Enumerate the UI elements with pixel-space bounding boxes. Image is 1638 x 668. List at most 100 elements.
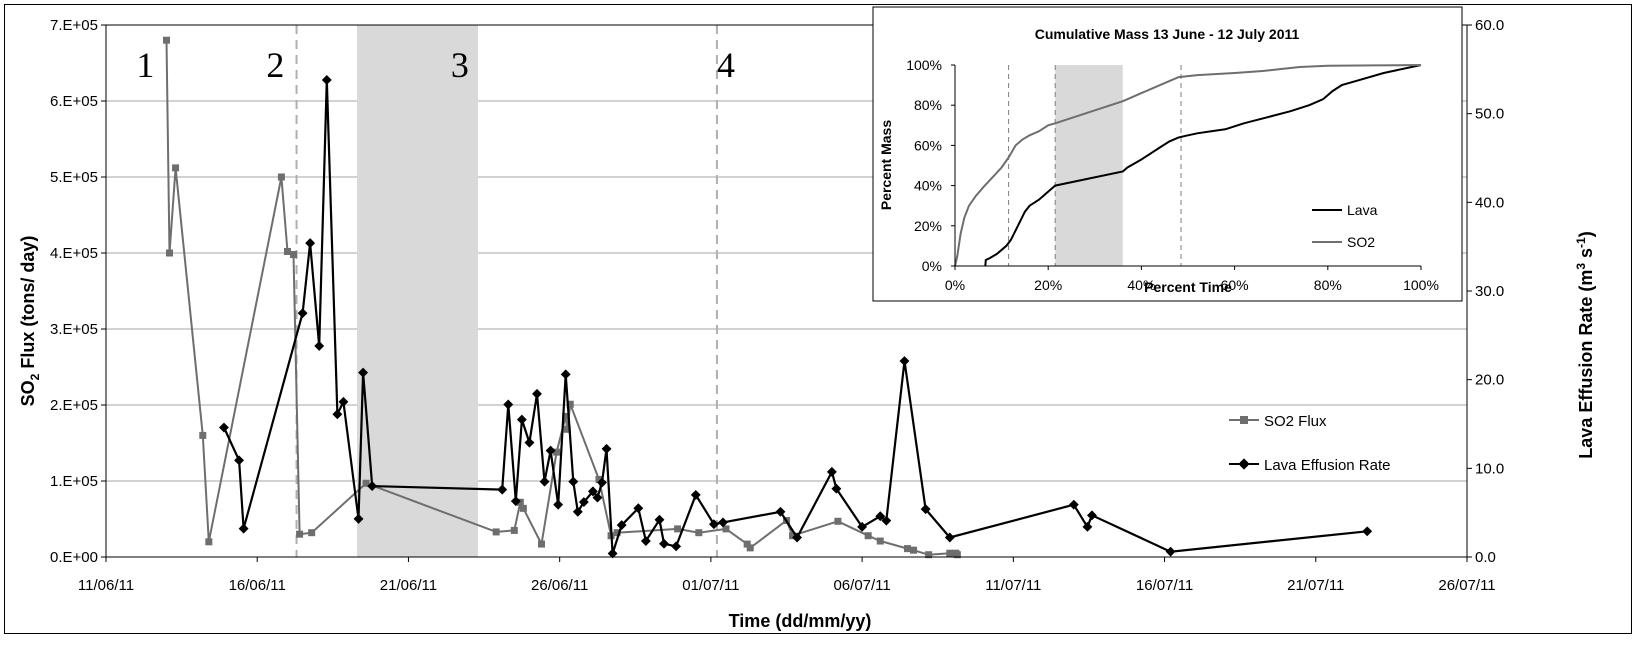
lava-data-point bbox=[792, 532, 803, 543]
lava-data-point bbox=[857, 521, 868, 532]
lava-data-point bbox=[497, 484, 508, 495]
so2-data-point bbox=[613, 529, 621, 537]
y-tick-label: 3.E+05 bbox=[50, 321, 98, 338]
lava-data-point bbox=[690, 489, 701, 500]
so2-data-point bbox=[695, 529, 703, 537]
inset-y-tick-label: 80% bbox=[914, 97, 942, 113]
lava-data-point bbox=[553, 499, 564, 510]
lava-data-point bbox=[601, 443, 612, 454]
x-axis-title: Time (dd/mm/yy) bbox=[729, 611, 872, 631]
inset-x-tick-label: 100% bbox=[1403, 277, 1439, 293]
lava-data-point bbox=[1087, 510, 1097, 521]
lava-data-point bbox=[238, 523, 249, 534]
y2-axis-title-sup1: 3 bbox=[1574, 263, 1588, 270]
y2-tick-label: 30.0 bbox=[1475, 283, 1504, 300]
so2-data-point bbox=[566, 400, 574, 408]
so2-data-point bbox=[553, 448, 561, 456]
lava-data-point bbox=[597, 477, 607, 488]
lava-data-point bbox=[607, 548, 618, 559]
so2-data-point bbox=[563, 425, 571, 433]
so2-data-point bbox=[519, 504, 527, 512]
lava-data-point bbox=[510, 496, 521, 507]
phase-label: 1 bbox=[136, 45, 154, 85]
so2-data-point bbox=[910, 546, 918, 554]
lava-data-point bbox=[297, 308, 308, 319]
chart-frame bbox=[4, 4, 1632, 634]
so2-data-point bbox=[746, 544, 754, 552]
main-series-layer bbox=[162, 36, 1373, 559]
lava-data-point bbox=[560, 369, 571, 380]
x-tick-label: 26/06/11 bbox=[531, 577, 588, 594]
phase-label: 2 bbox=[266, 45, 284, 85]
y-tick-label: 1.E+05 bbox=[50, 473, 98, 490]
inset-axes bbox=[951, 64, 1422, 270]
lava-data-point bbox=[568, 476, 579, 487]
so2-data-point bbox=[789, 532, 797, 540]
lava-data-point bbox=[640, 536, 651, 546]
inset-y-tick-label: 20% bbox=[914, 218, 942, 234]
lava-data-point bbox=[532, 388, 542, 399]
inset-legend: Lava SO2 bbox=[1312, 202, 1378, 250]
y2-axis-title-end: ) bbox=[1576, 231, 1596, 237]
phase-label: 4 bbox=[717, 45, 735, 85]
lava-data-point bbox=[234, 455, 245, 466]
y2-axis-title: Lava Effusion Rate (m3 s-1) bbox=[1574, 231, 1596, 458]
lava-data-point bbox=[881, 515, 892, 526]
x-tick-label: 21/06/11 bbox=[380, 577, 437, 594]
x-tick-label: 11/06/11 bbox=[78, 577, 134, 594]
inset-x-axis-title: Percent Time bbox=[1144, 279, 1232, 295]
lava-data-point bbox=[578, 497, 589, 507]
so2-data-point bbox=[674, 525, 682, 533]
so2-data-point bbox=[510, 526, 518, 534]
inset-y-tick-label: 60% bbox=[914, 137, 942, 153]
y-axis-title-main: SO bbox=[18, 380, 38, 406]
y2-tick-label: 60.0 bbox=[1475, 17, 1504, 34]
main-gap-shading bbox=[357, 25, 479, 557]
x-tick-label: 26/07/11 bbox=[1438, 577, 1495, 594]
lava-data-point bbox=[572, 506, 583, 517]
lava-data-point bbox=[592, 492, 603, 503]
main-phase-dividers bbox=[295, 25, 718, 557]
x-tick-label: 16/07/11 bbox=[1136, 577, 1193, 594]
so2-data-point bbox=[492, 528, 500, 536]
lava-data-point bbox=[338, 396, 349, 407]
x-tick-label: 16/06/11 bbox=[229, 577, 286, 594]
so2-data-point bbox=[296, 530, 304, 538]
x-tick-label: 21/07/11 bbox=[1287, 577, 1344, 594]
y-tick-label: 7.E+05 bbox=[50, 17, 98, 34]
lava-data-point bbox=[633, 503, 644, 514]
so2-data-point bbox=[876, 537, 884, 545]
inset-legend-lava-label: Lava bbox=[1347, 202, 1378, 218]
so2-data-point bbox=[946, 549, 954, 557]
lava-data-point bbox=[775, 506, 786, 517]
so2-data-point bbox=[172, 164, 180, 172]
main-legend: SO2 Flux Lava Effusion Rate bbox=[1229, 413, 1390, 474]
y2-axis-title-main: Lava Effusion Rate (m bbox=[1576, 270, 1596, 459]
lava-data-point bbox=[353, 513, 364, 524]
series-line-so2 bbox=[165, 40, 959, 556]
y-axis-title-rest: Flux (tons/ day) bbox=[18, 236, 38, 374]
lava-data-point bbox=[332, 409, 343, 420]
lava-data-point bbox=[831, 483, 842, 494]
inset-tick-labels: 0% 20% 40% 60% 80% 100% 0% 20% 40% 60% 80% 100% bbox=[906, 57, 1439, 293]
so2-data-point bbox=[743, 540, 751, 548]
lava-data-point bbox=[708, 519, 719, 530]
lava-data-point bbox=[516, 414, 527, 425]
inset-series-line-lava bbox=[984, 64, 1422, 267]
lava-data-point bbox=[358, 367, 369, 378]
so2-data-point bbox=[199, 431, 207, 439]
so2-data-point bbox=[925, 551, 933, 559]
lava-data-point bbox=[503, 399, 514, 410]
main-axes bbox=[101, 24, 1472, 562]
lava-data-point bbox=[826, 466, 837, 477]
lava-data-point bbox=[899, 356, 910, 366]
lava-data-point bbox=[545, 445, 556, 456]
lava-data-point bbox=[305, 238, 316, 249]
x-tick-label: 06/07/11 bbox=[833, 577, 890, 594]
main-phase-labels: 1 2 3 4 bbox=[136, 45, 735, 85]
y-tick-label: 5.E+05 bbox=[50, 169, 98, 186]
inset-phase-dividers bbox=[1008, 65, 1182, 266]
so2-data-point bbox=[953, 551, 961, 559]
lava-data-point bbox=[718, 517, 728, 528]
